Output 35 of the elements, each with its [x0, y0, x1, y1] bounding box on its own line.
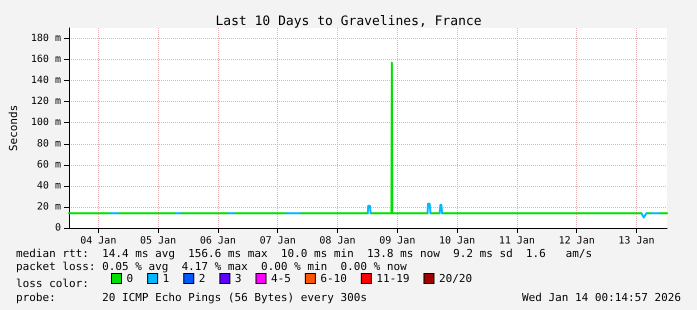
x-tick-label: 05 Jan — [140, 236, 176, 246]
x-tick-label: 06 Jan — [200, 236, 236, 246]
y-tick-label: 120 m — [30, 96, 61, 108]
legend-label: 0 — [126, 272, 134, 285]
x-tick-label: 08 Jan — [319, 236, 356, 246]
y-tick-label: 100 m — [30, 117, 61, 128]
chart-title: Last 10 Days to Gravelines, France — [215, 14, 482, 29]
y-tick-label: 40 m — [36, 180, 61, 192]
legend-label: 11-19 — [376, 272, 410, 285]
y-tick-label: 140 m — [30, 75, 61, 86]
y-tick-label: 160 m — [30, 54, 61, 66]
y-tick-label: 80 m — [36, 138, 61, 150]
x-tick-label: 12 Jan — [558, 236, 595, 246]
legend-label: 2 — [198, 272, 206, 285]
text: median rtt: 14.4 ms avg 156.6 ms max 10.0 ms min 13.8 ms now 9.2 ms sd 1.6 am/s — [16, 247, 592, 260]
text: probe: 20 ICMP Echo Pings (56 Bytes) every 300s — [16, 291, 367, 304]
y-tick-label: 20 m — [36, 201, 61, 212]
y-tick-label: 60 m — [36, 159, 61, 170]
x-tick-label: 07 Jan — [260, 236, 296, 246]
legend-label: 1 — [162, 272, 170, 285]
x-tick-label: 09 Jan — [379, 236, 416, 246]
legend-label: 6-10 — [320, 272, 347, 285]
legend-title: loss color: — [16, 277, 89, 290]
text: packet loss: 0.05 % avg 4.17 % max 0.00 % min 0.00 % now — [16, 260, 408, 273]
y-axis-title: Seconds — [7, 104, 20, 152]
y-tick-label: 0 — [54, 222, 61, 234]
x-tick-label: 04 Jan — [80, 236, 116, 246]
x-tick-label: 11 Jan — [498, 236, 535, 246]
text: Wed Jan 14 00:14:57 2026 — [522, 291, 682, 304]
x-tick-label: 13 Jan — [618, 236, 655, 246]
x-tick-label: 10 Jan — [439, 236, 476, 246]
legend-label: 20/20 — [438, 272, 472, 285]
y-tick-label: 180 m — [30, 33, 61, 44]
legend-label: 3 — [234, 272, 242, 285]
legend-label: 4-5 — [270, 272, 291, 285]
